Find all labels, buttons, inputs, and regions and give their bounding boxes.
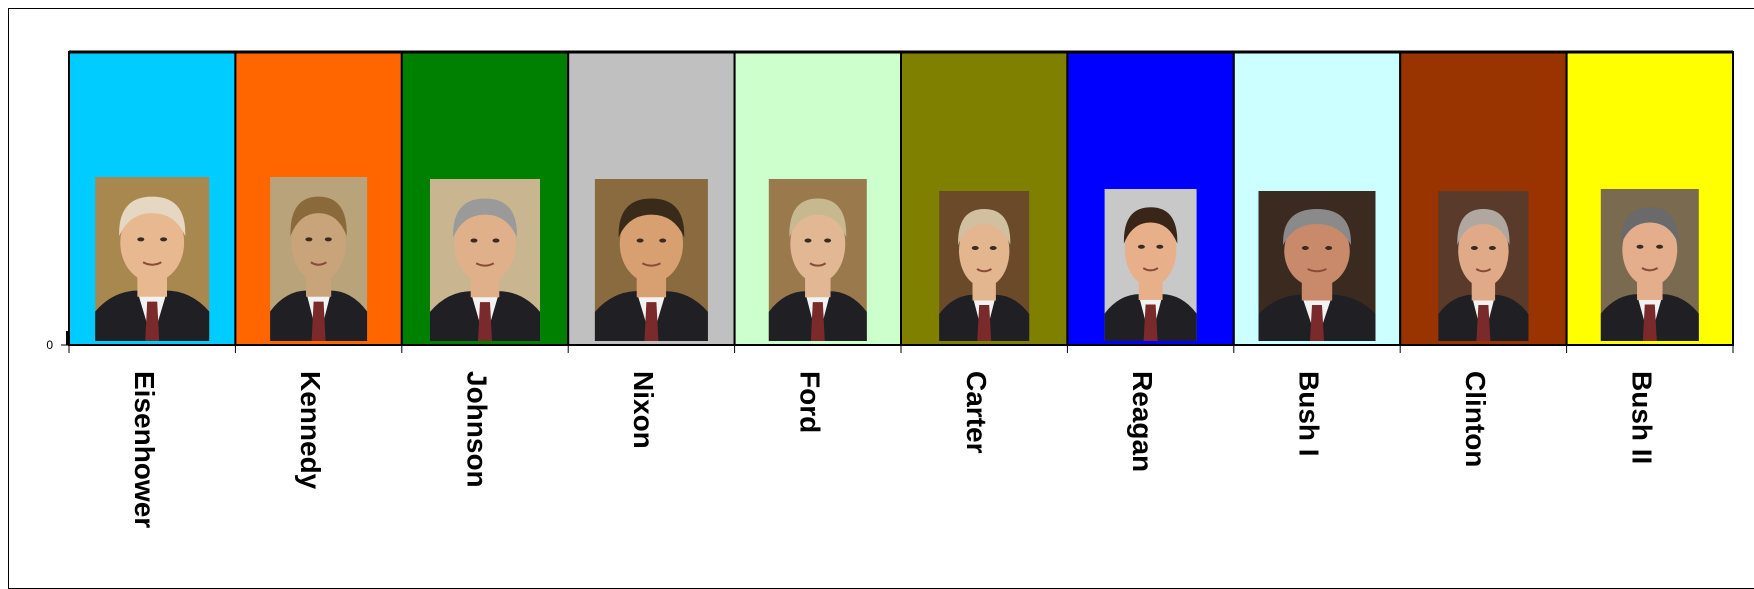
y-tick-label: 0 [46,338,53,352]
portrait-ford-icon [768,179,867,341]
category-label-clinton: Clinton [1460,371,1491,467]
category-label-ford: Ford [794,371,825,433]
portrait-carter-icon [939,191,1030,341]
portrait-eisenhower-icon [95,177,210,341]
portrait-bush-i-icon [1258,191,1376,341]
category-label-nixon: Nixon [628,371,659,449]
portrait-bush-ii-icon [1600,189,1699,341]
category-label-kennedy: Kennedy [295,371,326,490]
portrait-kennedy-icon [270,177,368,341]
category-label-reagan: Reagan [1127,371,1158,472]
category-label-bush-i: Bush I [1294,371,1325,457]
axis-layer: 0 [46,50,1734,353]
portraits-layer [95,177,1699,341]
portrait-reagan-icon [1104,189,1197,341]
portrait-nixon-icon [594,179,708,341]
portrait-johnson-icon [430,179,540,341]
portrait-clinton-icon [1438,191,1529,341]
category-label-carter: Carter [961,371,992,454]
category-label-johnson: Johnson [462,371,493,488]
category-labels: Eisenhower Kennedy Johnson Nixon Ford Carter R… [129,371,1658,528]
category-label-eisenhower: Eisenhower [129,371,160,528]
category-label-bush-ii: Bush II [1626,371,1657,464]
